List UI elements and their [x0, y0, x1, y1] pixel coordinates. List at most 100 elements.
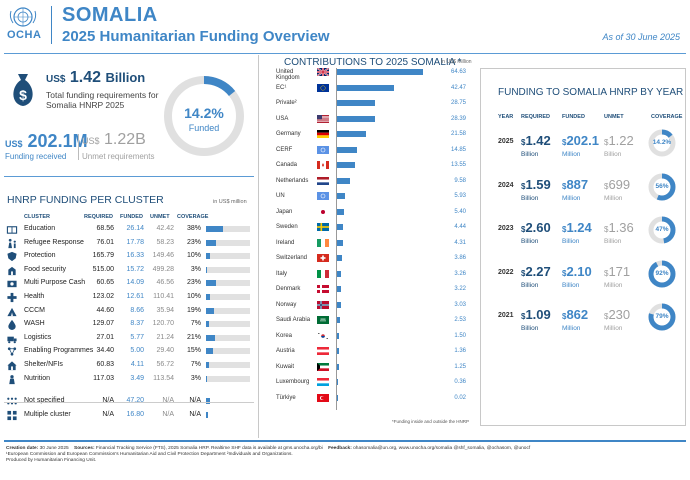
education-icon: [6, 224, 18, 235]
donor-name: Saudi Arabia: [276, 317, 311, 323]
year-label: 2024: [498, 181, 514, 189]
yearly-panel: [480, 68, 686, 426]
cluster-required: 60.65: [96, 279, 114, 287]
cluster-coverage-bar: [206, 375, 250, 382]
norway-flag-icon: [317, 300, 329, 309]
year-row: 2021 $1.09 Billion $862 Million $230 Million 79…: [480, 303, 686, 346]
cluster-coverage: 19%: [186, 306, 201, 314]
contributions-unit: in US$ million: [441, 59, 472, 65]
uk-flag-icon: [316, 67, 330, 77]
year-row: 2025 $1.42 Billion $202.1 Million $1.22 Billio…: [480, 129, 686, 172]
donor-name: United Kingdom: [276, 69, 300, 81]
donor-row: UN 5.93: [274, 188, 474, 206]
cluster-unmet: 149.46: [152, 252, 174, 260]
cluster-coverage-bar: [206, 266, 250, 273]
year-required: $2.60: [521, 220, 551, 235]
donor-name: Luxembourg: [276, 379, 310, 385]
year-coverage-arc: [648, 173, 676, 200]
donor-name: Kuwait: [276, 363, 295, 370]
donor-bar: [337, 115, 375, 122]
donor-name: Austria: [276, 348, 295, 354]
japan-flag-icon: [317, 207, 329, 216]
donor-value: 28.75: [450, 100, 466, 106]
donor-bar: [337, 69, 423, 75]
eu-flag-icon: [317, 83, 329, 92]
cluster-funded: 8.66: [130, 306, 144, 314]
year-unmet-amount: 1.22: [608, 133, 634, 148]
donor-row: USA 28.39: [274, 111, 474, 129]
cluster-funded: 15.72: [126, 265, 144, 273]
donor-value: 3.03: [454, 301, 466, 308]
funding-received-value: US$ 202.1M: [5, 131, 88, 152]
cluster-required: N/A: [102, 396, 114, 404]
food-security-icon: [6, 265, 18, 276]
feedback-text[interactable]: ohasomalia@un.org, www.unocha.org/somali…: [353, 446, 531, 451]
total-requirements-desc: Total funding requirements for Somalia H…: [46, 90, 159, 110]
footer-rule: [4, 440, 686, 442]
cluster-coverage-fill: [206, 362, 210, 368]
col-header-coverage: COVERAGE: [177, 214, 209, 220]
as-of-date: As of 30 June 2025: [602, 32, 680, 42]
cluster-table-rule: [4, 402, 254, 403]
coverage-label: Funded: [188, 123, 220, 133]
year-coverage-donut: [648, 216, 676, 244]
contributions-title: CONTRIBUTIONS TO 2025 SOMALIA *: [284, 57, 462, 68]
year-funded-header: FUNDED: [562, 114, 585, 120]
year-funded-unit: Million: [562, 325, 581, 332]
wash-icon: [6, 319, 18, 331]
donor-value: 13.55: [450, 162, 466, 168]
health-icon: [6, 292, 18, 303]
funding-received-label: Funding received: [5, 152, 67, 161]
year-label: 2025: [498, 138, 514, 145]
cluster-funded: 16.33: [126, 252, 144, 260]
donor-name: Italy: [276, 270, 288, 277]
cluster-coverage-bar: [206, 348, 250, 355]
donor-bar: [337, 239, 343, 246]
cluster-row: Logistics 27.01 5.77 21.24 21%: [4, 332, 254, 345]
unmet-requirements-label: Unmet requirements: [82, 152, 155, 161]
cluster-required: 44.60: [96, 306, 114, 314]
refugee-response-icon: [6, 238, 18, 249]
donor-value: 3.26: [454, 270, 466, 277]
donor-bar: [337, 286, 342, 292]
cluster-required: 34.40: [96, 347, 114, 355]
donor-row: Norway 3.03: [274, 297, 474, 315]
year-funded-amount: 1.24: [566, 220, 592, 235]
cluster-unmet: N/A: [162, 411, 174, 419]
donor-bar: [337, 208, 345, 215]
cluster-coverage-fill: [206, 321, 210, 328]
multiple-cluster-icon: [6, 410, 18, 421]
cluster-coverage-bar: [206, 321, 250, 328]
year-unmet-unit: Million: [604, 281, 623, 289]
donor-row: Ireland 4.31: [274, 235, 474, 253]
page-subtitle: 2025 Humanitarian Funding Overview: [62, 28, 330, 45]
cluster-unmet: 110.41: [153, 293, 174, 300]
donor-name: Ireland: [276, 239, 295, 246]
donor-value: 14.85: [450, 146, 466, 153]
donor-bar: [337, 224, 343, 230]
donor-value: 3.22: [454, 286, 466, 292]
cluster-coverage-fill: [206, 375, 208, 382]
cluster-coverage: 3%: [190, 374, 201, 382]
section-rule: [4, 176, 254, 177]
year-required-amount: 1.09: [525, 307, 551, 322]
cluster-coverage: 21%: [186, 333, 201, 341]
cluster-coverage-fill: [206, 280, 217, 287]
cluster-name: Protection: [24, 252, 56, 260]
cluster-row: Multi Purpose Cash 60.65 14.09 46.56 23%: [4, 277, 254, 290]
cluster-name: WASH: [24, 320, 45, 328]
year-required: $1.09: [521, 307, 551, 322]
donor-row: Switzerland 3.86: [274, 250, 474, 268]
austria-flag-icon: [317, 347, 329, 355]
cluster-name: Nutrition: [24, 374, 51, 382]
creation-date-label: Creation date:: [6, 446, 39, 451]
cluster-coverage-fill: [206, 334, 216, 341]
donor-name: Canada: [276, 162, 298, 168]
cluster-coverage: 10%: [186, 293, 201, 300]
cluster-section-title: HNRP FUNDING PER CLUSTER: [7, 194, 164, 206]
donor-bar: [337, 177, 350, 184]
donor-row: Sweden 4.44: [274, 219, 474, 237]
cluster-required: 165.79: [92, 252, 114, 260]
cluster-coverage-bar: [206, 280, 250, 287]
year-required-unit: Billion: [521, 325, 539, 332]
